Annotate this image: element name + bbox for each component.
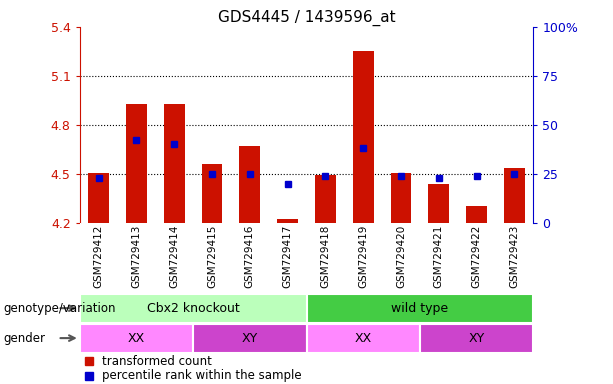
Text: GSM729422: GSM729422	[471, 225, 482, 288]
Bar	[315, 175, 336, 223]
Title: GDS4445 / 1439596_at: GDS4445 / 1439596_at	[218, 9, 395, 25]
Text: wild type: wild type	[391, 302, 449, 314]
Text: genotype/variation: genotype/variation	[3, 302, 116, 314]
Bar	[466, 205, 487, 223]
Text: GSM729420: GSM729420	[396, 225, 406, 288]
Bar	[390, 173, 411, 223]
Bar	[202, 164, 223, 223]
Text: transformed count: transformed count	[102, 355, 212, 368]
Text: GSM729419: GSM729419	[358, 225, 368, 288]
Text: GSM729417: GSM729417	[283, 225, 292, 288]
Bar	[80, 294, 306, 323]
Text: GSM729416: GSM729416	[245, 225, 255, 288]
Bar	[353, 51, 373, 223]
Text: XX: XX	[354, 332, 372, 344]
Text: gender: gender	[3, 332, 45, 344]
Bar	[420, 324, 533, 353]
Bar	[126, 104, 147, 223]
Text: GSM729413: GSM729413	[131, 225, 142, 288]
Text: Cbx2 knockout: Cbx2 knockout	[147, 302, 240, 314]
Bar	[164, 104, 185, 223]
Text: XX: XX	[128, 332, 145, 344]
Bar	[306, 324, 420, 353]
Text: GSM729412: GSM729412	[94, 225, 104, 288]
Text: GSM729418: GSM729418	[321, 225, 330, 288]
Bar	[277, 218, 298, 223]
Text: GSM729415: GSM729415	[207, 225, 217, 288]
Bar	[306, 294, 533, 323]
Bar	[193, 324, 306, 353]
Bar	[240, 146, 260, 223]
Bar	[504, 168, 525, 223]
Bar	[88, 173, 109, 223]
Text: GSM729421: GSM729421	[434, 225, 444, 288]
Text: percentile rank within the sample: percentile rank within the sample	[102, 369, 302, 382]
Text: XY: XY	[468, 332, 485, 344]
Text: XY: XY	[242, 332, 258, 344]
Bar	[80, 324, 193, 353]
Bar	[428, 184, 449, 223]
Text: GSM729423: GSM729423	[509, 225, 519, 288]
Text: GSM729414: GSM729414	[169, 225, 179, 288]
